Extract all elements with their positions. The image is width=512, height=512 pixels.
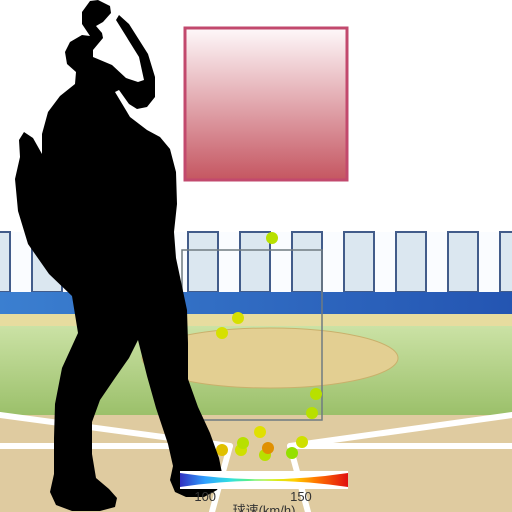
pitch-point xyxy=(296,436,308,448)
stand-pillar xyxy=(448,232,478,292)
scoreboard-screen xyxy=(185,28,347,180)
pitch-point xyxy=(266,232,278,244)
legend-label: 球速(km/h) xyxy=(233,503,296,512)
stand-pillar xyxy=(240,232,270,292)
pitch-point xyxy=(216,327,228,339)
stand-pillar xyxy=(396,232,426,292)
pitch-point xyxy=(254,426,266,438)
stand-pillar xyxy=(344,232,374,292)
pitch-point xyxy=(262,442,274,454)
pitch-point xyxy=(237,437,249,449)
legend-tick: 150 xyxy=(290,489,312,504)
legend-tick: 100 xyxy=(194,489,216,504)
pitch-point xyxy=(310,388,322,400)
stand-pillar xyxy=(188,232,218,292)
stand-pillar xyxy=(292,232,322,292)
stand-pillar xyxy=(500,232,512,292)
stand-pillar xyxy=(0,232,10,292)
pitch-point xyxy=(286,447,298,459)
pitch-point xyxy=(232,312,244,324)
pitch-point xyxy=(306,407,318,419)
pitch-point xyxy=(216,444,228,456)
